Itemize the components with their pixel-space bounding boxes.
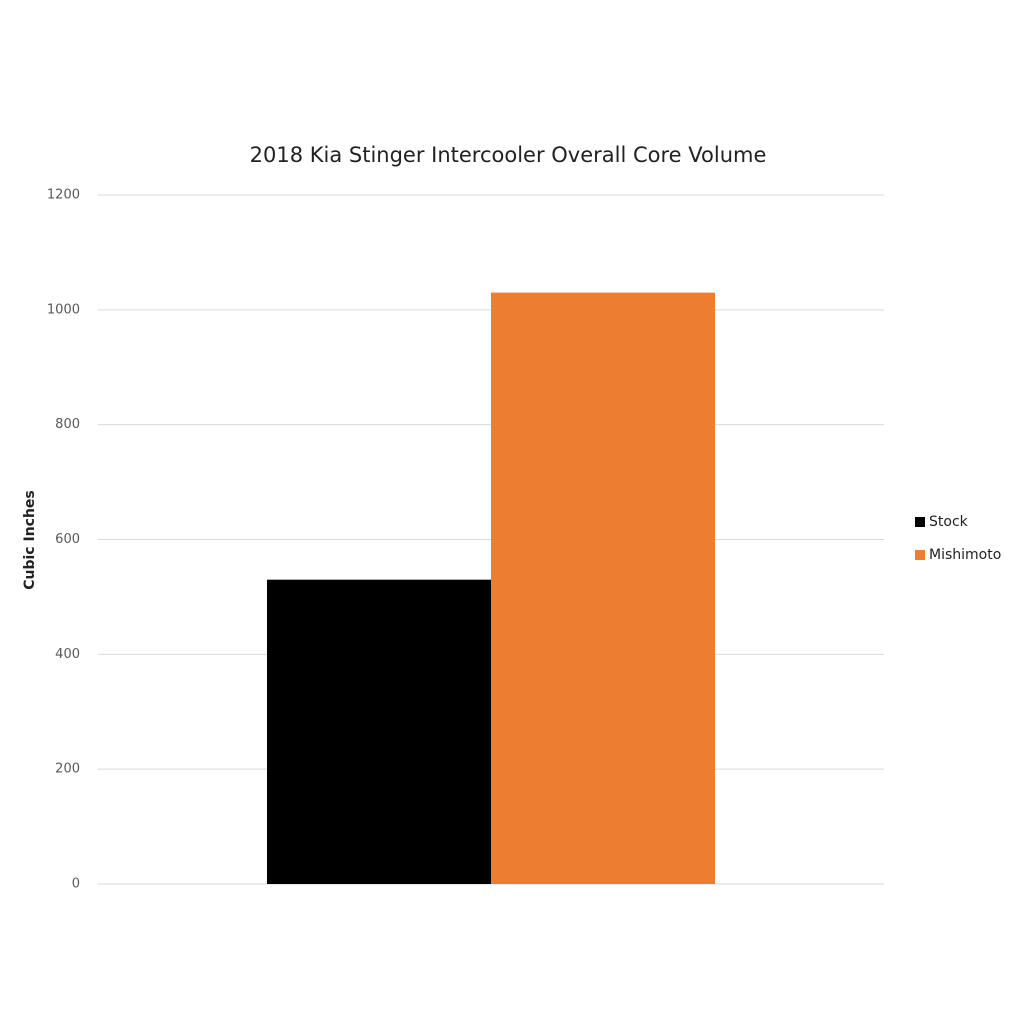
bar bbox=[491, 292, 716, 884]
y-tick-label: 200 bbox=[55, 762, 80, 777]
legend-swatch bbox=[915, 517, 925, 527]
y-axis-label: Cubic Inches bbox=[22, 490, 38, 590]
y-tick-label: 1200 bbox=[47, 188, 80, 203]
y-tick-label: 1000 bbox=[47, 302, 80, 317]
y-tick-label: 0 bbox=[72, 877, 80, 892]
chart-title: 2018 Kia Stinger Intercooler Overall Cor… bbox=[250, 143, 767, 167]
bar bbox=[266, 579, 491, 884]
legend-swatch bbox=[915, 550, 925, 560]
y-tick-label: 400 bbox=[55, 647, 80, 662]
legend-label: Mishimoto bbox=[929, 547, 1001, 563]
y-tick-label: 800 bbox=[55, 417, 80, 432]
y-tick-label: 600 bbox=[55, 532, 80, 547]
legend-label: Stock bbox=[929, 514, 969, 530]
